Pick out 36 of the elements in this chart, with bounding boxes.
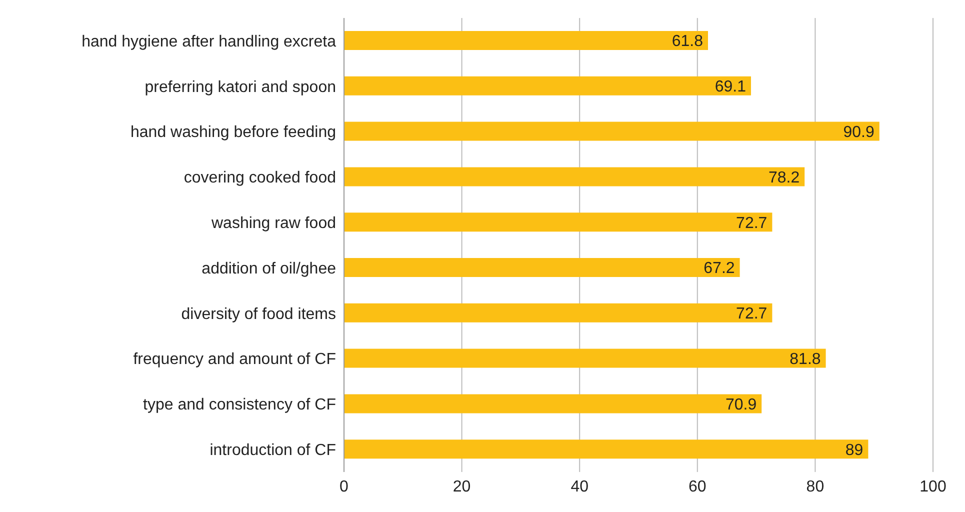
y-tick-label: washing raw food <box>210 214 336 232</box>
data-label: 90.9 <box>843 124 875 141</box>
bar <box>344 122 880 141</box>
bar <box>344 212 772 232</box>
y-tick-label: preferring katori and spoon <box>144 78 336 96</box>
x-tick-label: 20 <box>452 478 471 496</box>
data-label: 72.7 <box>736 214 768 232</box>
data-label: 78.2 <box>768 169 800 186</box>
x-tick-label: 80 <box>806 478 824 496</box>
data-label: 89 <box>845 442 864 459</box>
bar <box>344 167 805 186</box>
x-tick-label: 60 <box>688 478 706 496</box>
bar <box>344 31 708 50</box>
bar <box>344 76 751 96</box>
y-tick-label: covering cooked food <box>184 170 336 187</box>
y-tick-label: hand hygiene after handling excreta <box>82 33 336 50</box>
x-tick-label: 40 <box>570 478 589 496</box>
data-label: 67.2 <box>704 260 735 278</box>
data-label: 72.7 <box>736 306 768 323</box>
x-tick-label: 0 <box>340 478 349 496</box>
data-label: 61.8 <box>672 33 704 50</box>
y-tick-label: addition of oil/ghee <box>202 260 336 278</box>
y-tick-label: introduction of CF <box>210 442 336 459</box>
y-tick-label: hand washing before feeding <box>130 124 336 142</box>
bar <box>344 440 868 459</box>
data-label: 70.9 <box>725 396 757 414</box>
bar <box>344 258 740 277</box>
y-tick-label: frequency and amount of CF <box>133 351 336 368</box>
y-tick-label: diversity of food items <box>181 306 336 323</box>
x-tick-label: 100 <box>920 478 946 496</box>
bar <box>344 303 772 322</box>
y-tick-label: type and consistency of CF <box>143 396 336 414</box>
bar <box>344 348 826 368</box>
bar <box>344 394 762 414</box>
data-label: 69.1 <box>714 78 746 96</box>
data-label: 81.8 <box>790 350 821 368</box>
